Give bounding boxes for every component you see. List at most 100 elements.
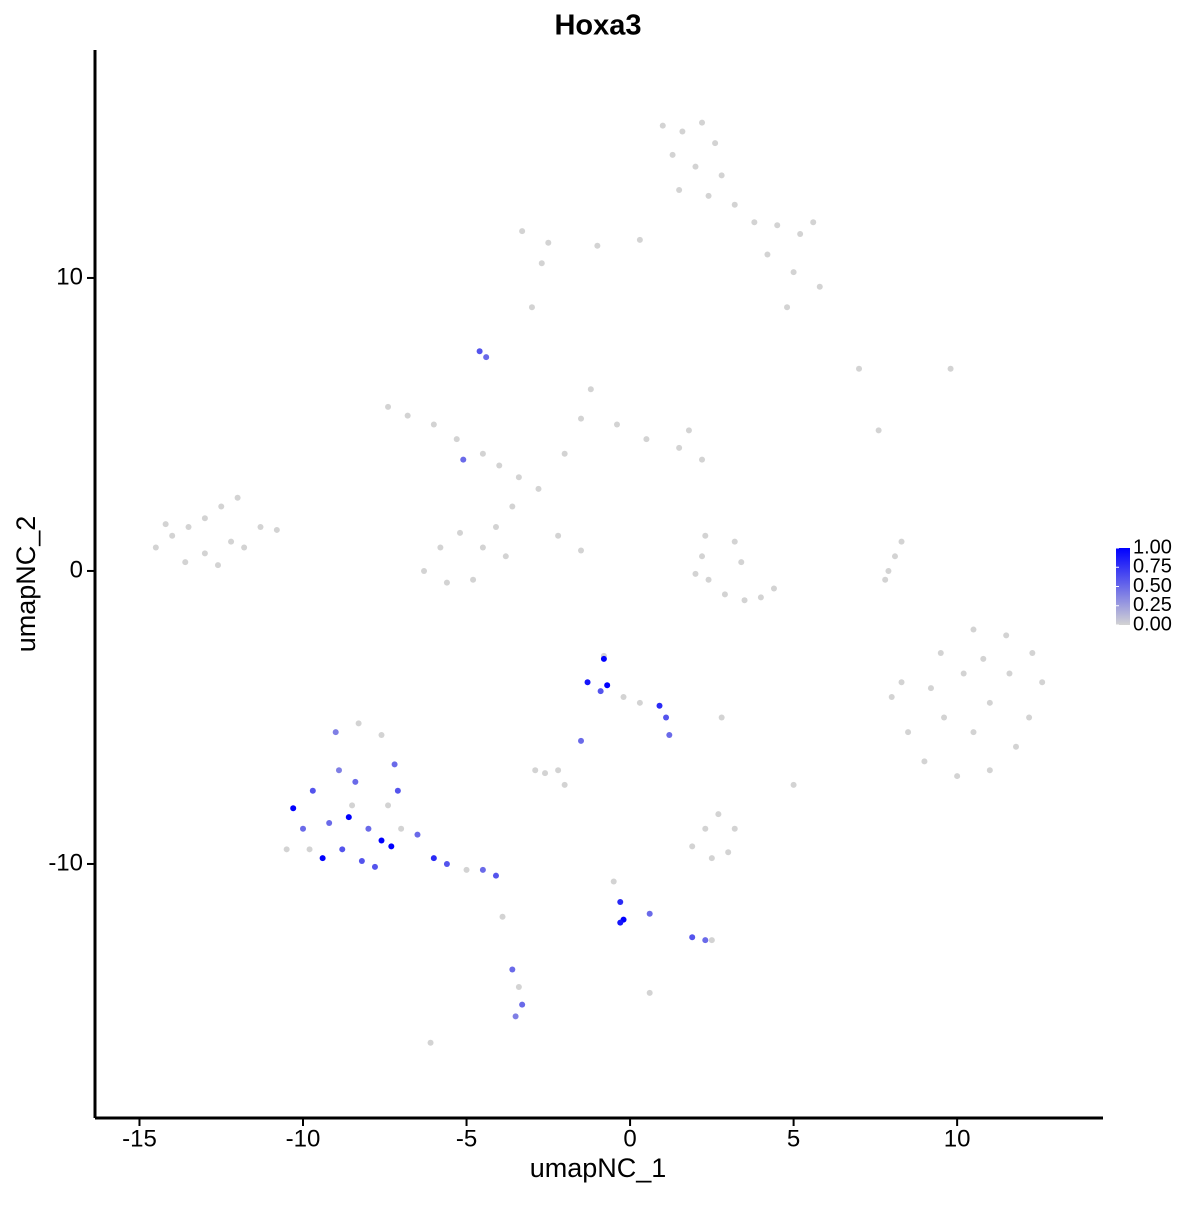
cell-point bbox=[875, 427, 882, 434]
cell-point bbox=[515, 984, 522, 991]
cell-point bbox=[201, 515, 208, 522]
cell-point bbox=[492, 524, 499, 531]
cell-point bbox=[699, 119, 706, 126]
cell-point bbox=[643, 436, 650, 443]
cell-point bbox=[708, 937, 715, 944]
cell-point bbox=[784, 304, 791, 311]
cell-point bbox=[532, 767, 539, 774]
cell-point bbox=[391, 761, 398, 768]
cell-point bbox=[185, 524, 192, 531]
cell-point bbox=[319, 855, 326, 862]
cell-point bbox=[257, 524, 264, 531]
cell-point bbox=[905, 729, 912, 736]
cell-point bbox=[385, 802, 392, 809]
cell-point bbox=[555, 532, 562, 539]
cell-point bbox=[617, 919, 624, 926]
cell-point bbox=[290, 805, 297, 812]
cell-point bbox=[620, 693, 627, 700]
cell-point bbox=[479, 866, 486, 873]
cell-point bbox=[685, 427, 692, 434]
cell-point bbox=[578, 547, 585, 554]
legend-tick-label: 0.25 bbox=[1133, 594, 1172, 616]
cell-point bbox=[712, 140, 719, 147]
cell-point bbox=[378, 732, 385, 739]
x-axis-label: umapNC_1 bbox=[530, 1153, 667, 1183]
chart-title: Hoxa3 bbox=[554, 10, 641, 42]
cell-point bbox=[349, 802, 356, 809]
cell-point bbox=[947, 365, 954, 372]
cell-point bbox=[398, 825, 405, 832]
cell-point bbox=[515, 474, 522, 481]
cell-point bbox=[335, 767, 342, 774]
cell-point bbox=[414, 831, 421, 838]
cell-point bbox=[404, 412, 411, 419]
cell-point bbox=[470, 576, 477, 583]
cell-point bbox=[345, 814, 352, 821]
cell-point bbox=[954, 773, 961, 780]
cell-point bbox=[731, 538, 738, 545]
cell-point bbox=[636, 236, 643, 243]
x-tick-label: -5 bbox=[456, 1125, 477, 1152]
cell-point bbox=[509, 503, 516, 510]
cell-point bbox=[970, 729, 977, 736]
cell-point bbox=[604, 682, 611, 689]
cell-point bbox=[437, 544, 444, 551]
cell-point bbox=[283, 846, 290, 853]
cell-point bbox=[597, 688, 604, 695]
x-tick-label: 0 bbox=[623, 1125, 636, 1152]
cell-point bbox=[689, 843, 696, 850]
legend-tick-label: 1.00 bbox=[1133, 536, 1172, 558]
y-axis-label: umapNC_2 bbox=[11, 516, 41, 653]
cell-point bbox=[152, 544, 159, 551]
cell-point bbox=[666, 732, 673, 739]
cell-point bbox=[545, 239, 552, 246]
cell-point bbox=[273, 526, 280, 533]
cell-point bbox=[326, 819, 333, 826]
cell-point bbox=[731, 201, 738, 208]
cell-point bbox=[561, 781, 568, 788]
cell-point bbox=[228, 538, 235, 545]
cell-point bbox=[499, 913, 506, 920]
x-tick-label: -10 bbox=[286, 1125, 321, 1152]
legend-tick-label: 0.50 bbox=[1133, 575, 1172, 597]
cell-point bbox=[636, 699, 643, 706]
cell-point bbox=[646, 910, 653, 917]
y-tick-label: 10 bbox=[56, 263, 83, 290]
cell-point bbox=[162, 521, 169, 528]
cell-point bbox=[810, 219, 817, 226]
cell-point bbox=[646, 989, 653, 996]
cell-point bbox=[201, 550, 208, 557]
cell-point bbox=[986, 699, 993, 706]
cell-point bbox=[555, 767, 562, 774]
cell-point bbox=[663, 714, 670, 721]
cell-point bbox=[774, 222, 781, 229]
cell-point bbox=[371, 863, 378, 870]
cell-point bbox=[594, 242, 601, 249]
cell-point bbox=[699, 553, 706, 560]
cell-point bbox=[741, 597, 748, 604]
cell-point bbox=[937, 650, 944, 657]
cell-point bbox=[885, 567, 892, 574]
cell-point bbox=[519, 1001, 526, 1008]
cell-point bbox=[339, 846, 346, 853]
colorbar bbox=[1116, 548, 1130, 625]
cell-point bbox=[309, 787, 316, 794]
cell-point bbox=[394, 787, 401, 794]
cell-point bbox=[352, 778, 359, 785]
cell-point bbox=[479, 544, 486, 551]
cell-point bbox=[355, 720, 362, 727]
cell-point bbox=[1003, 632, 1010, 639]
cell-point bbox=[980, 655, 987, 662]
cell-point bbox=[388, 843, 395, 850]
cell-point bbox=[476, 348, 483, 355]
cell-point bbox=[578, 415, 585, 422]
cell-point bbox=[492, 872, 499, 879]
cell-point bbox=[610, 878, 617, 885]
cell-point bbox=[659, 122, 666, 129]
cell-point bbox=[816, 283, 823, 290]
cell-point bbox=[463, 866, 470, 873]
cell-point bbox=[535, 485, 542, 492]
cell-point bbox=[430, 855, 437, 862]
cell-point bbox=[456, 529, 463, 536]
